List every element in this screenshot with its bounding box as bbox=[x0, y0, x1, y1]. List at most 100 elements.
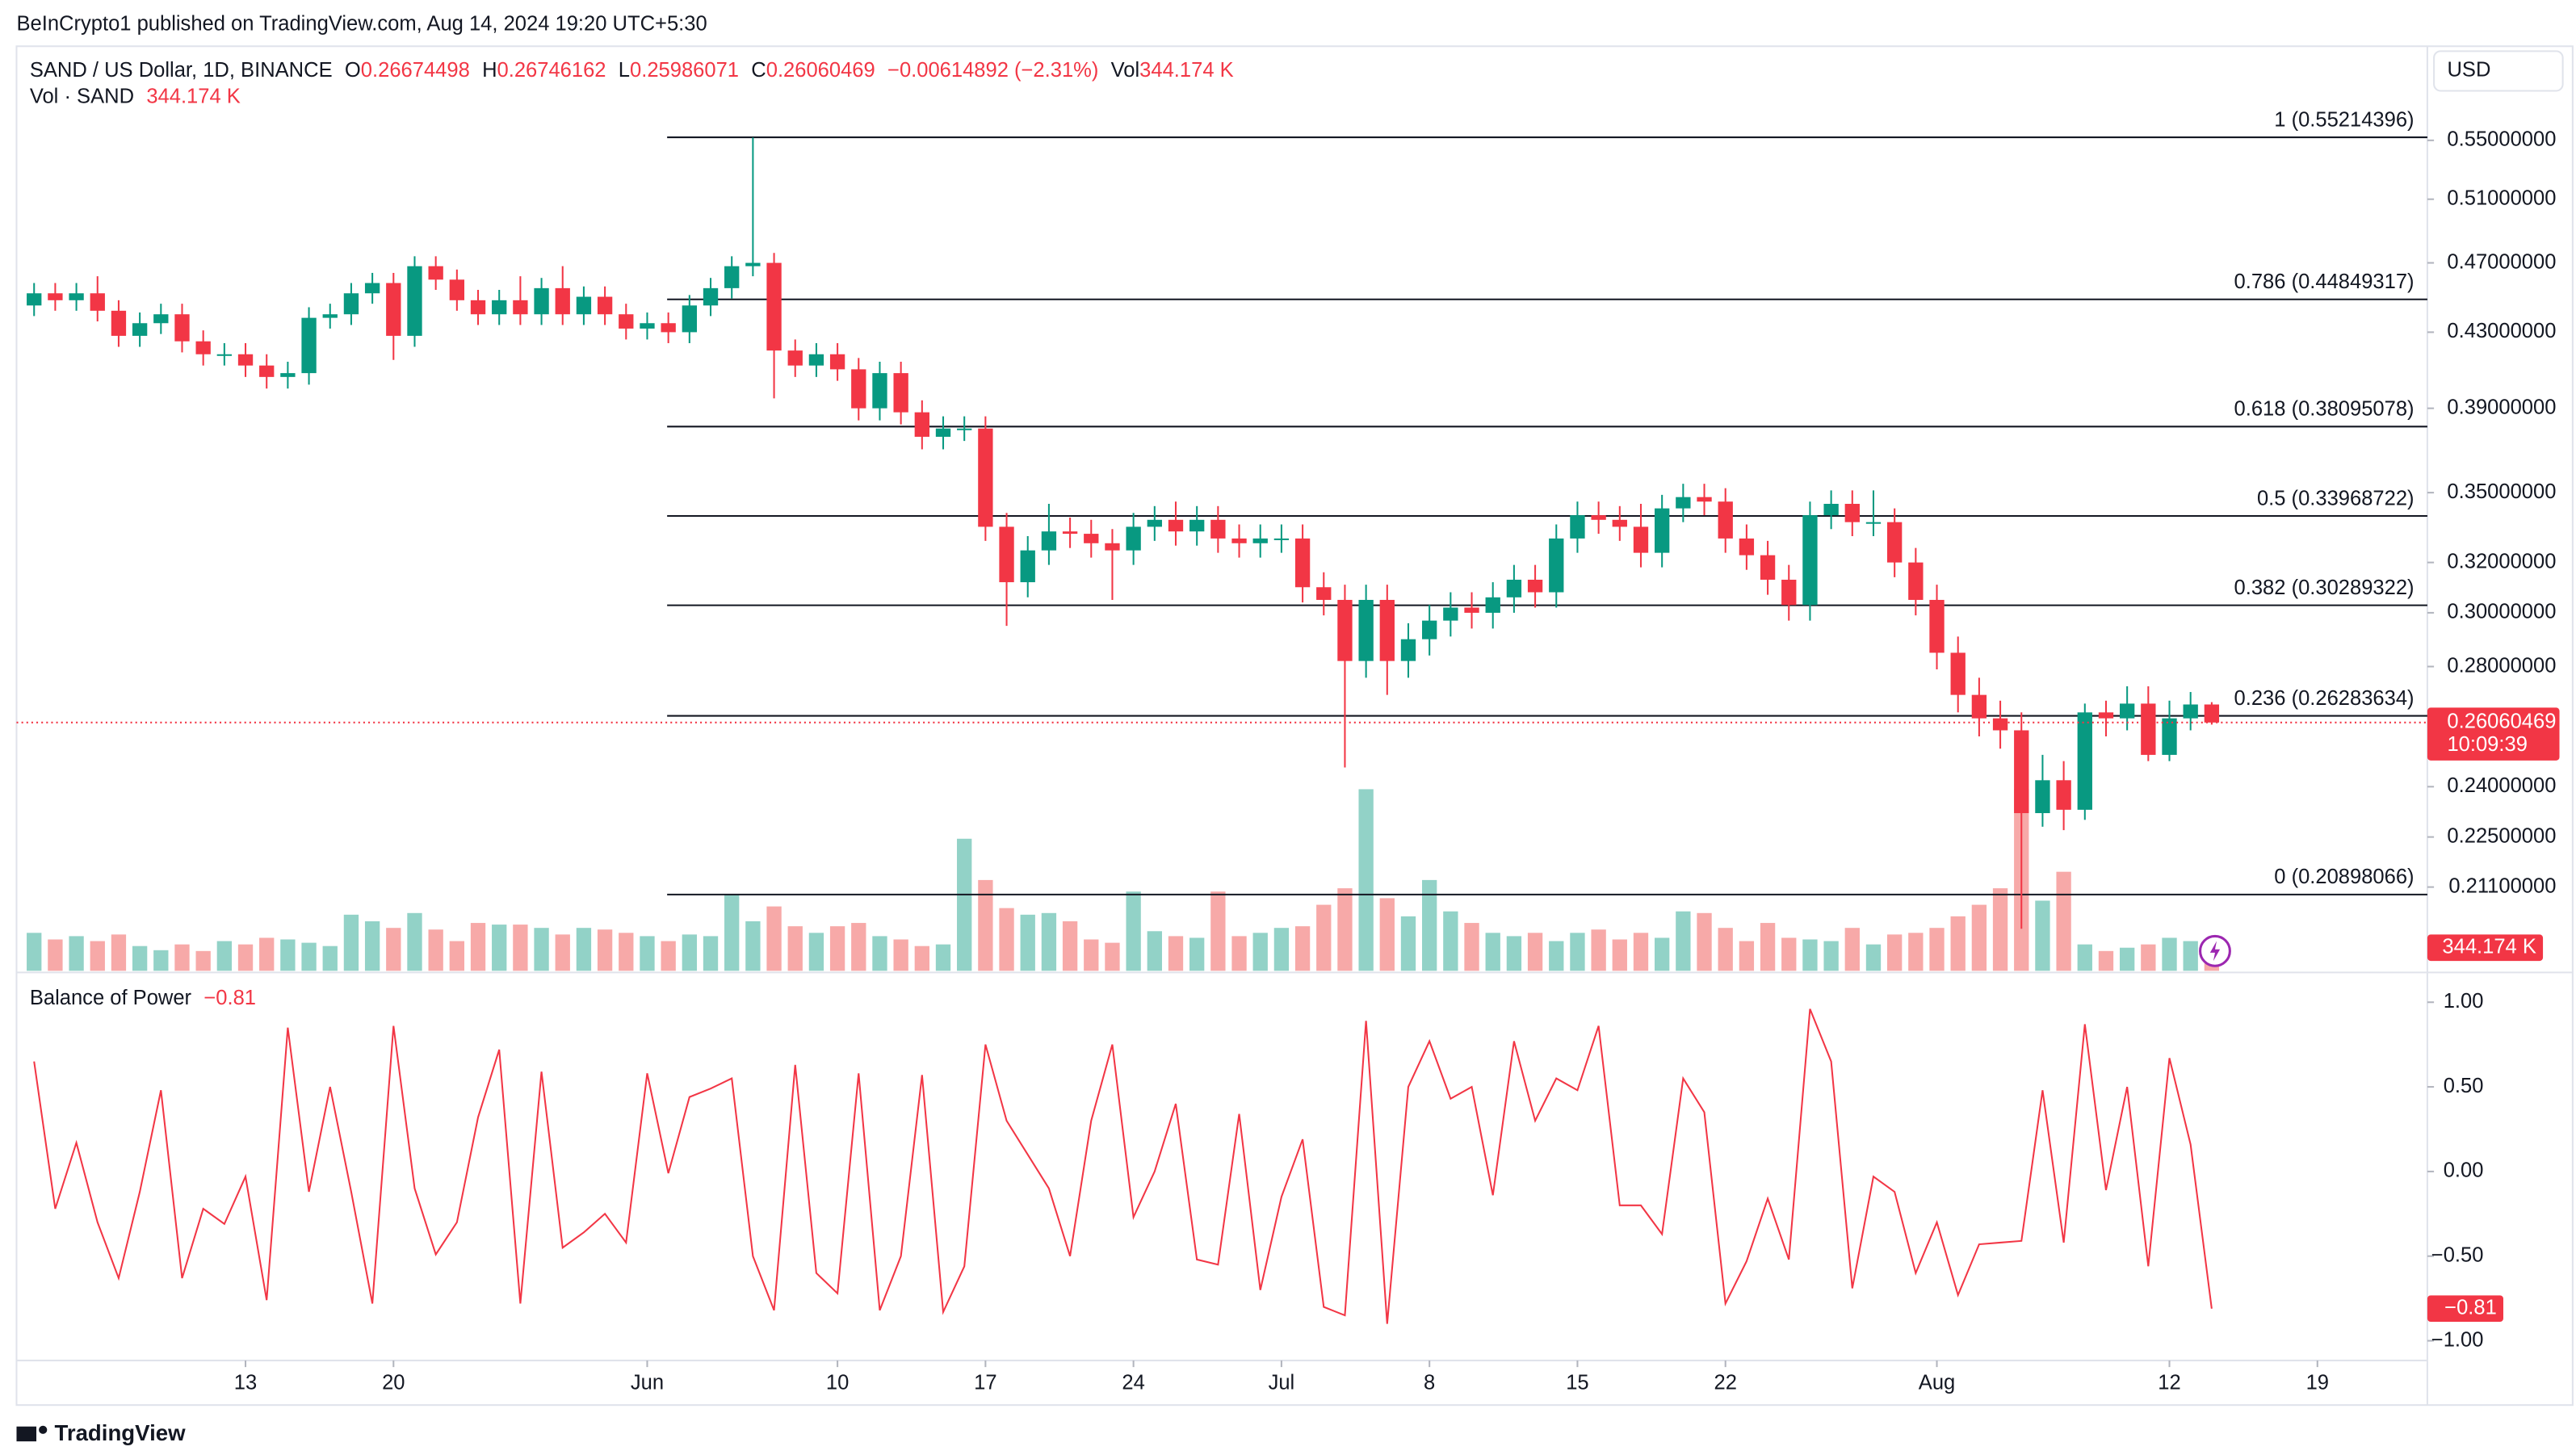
candle-body bbox=[2204, 704, 2220, 723]
volume-bar bbox=[935, 944, 951, 971]
volume-bar bbox=[1168, 936, 1184, 971]
candle-body bbox=[322, 314, 338, 318]
volume-bar bbox=[1527, 933, 1543, 971]
volume-bar bbox=[1189, 937, 1205, 971]
candle-body bbox=[1400, 639, 1416, 661]
volume-bar bbox=[343, 914, 359, 971]
candle-body bbox=[1591, 515, 1606, 520]
candle-body bbox=[1760, 555, 1776, 580]
volume-bar bbox=[872, 936, 887, 971]
x-tick-label: Aug bbox=[1919, 1371, 1955, 1394]
fib-label: 0.5 (0.33968722) bbox=[2257, 487, 2414, 509]
volume-bar bbox=[808, 933, 824, 971]
symbol: SAND / US Dollar, 1D, BINANCE bbox=[30, 59, 333, 82]
candle-body bbox=[1041, 531, 1057, 551]
volume-bar bbox=[1992, 888, 2008, 971]
candle-body bbox=[1379, 599, 1395, 661]
y-tick-label: 0.55000000 bbox=[2447, 128, 2556, 151]
open-value: 0.26674498 bbox=[361, 59, 470, 82]
candle-body bbox=[1950, 652, 1966, 695]
y-tick-label: 0.35000000 bbox=[2447, 480, 2556, 503]
bop-title: Balance of Power bbox=[30, 987, 192, 1009]
volume-series: Vol · SAND bbox=[30, 85, 134, 107]
candle-body bbox=[576, 296, 592, 315]
candle-body bbox=[69, 293, 84, 300]
candle-body bbox=[174, 314, 190, 342]
candle-body bbox=[2162, 718, 2177, 755]
volume-bar bbox=[1781, 937, 1797, 971]
volume-bar bbox=[1570, 933, 1585, 971]
volume-bar bbox=[1950, 916, 1966, 971]
candle-body bbox=[1886, 522, 1903, 563]
candle-body bbox=[872, 373, 887, 409]
fib-label: 1 (0.55214396) bbox=[2274, 108, 2414, 131]
candle-body bbox=[1147, 519, 1162, 527]
volume-bar bbox=[1506, 936, 1522, 971]
volume-bar bbox=[69, 936, 84, 971]
candle-body bbox=[237, 354, 254, 366]
volume-bar bbox=[386, 928, 401, 971]
candle-body bbox=[195, 341, 211, 354]
volume-bar bbox=[1655, 937, 1670, 971]
candle-body bbox=[703, 287, 719, 306]
candle-body bbox=[999, 526, 1014, 583]
currency-button[interactable] bbox=[2433, 50, 2564, 92]
x-tick-label: 15 bbox=[1566, 1371, 1588, 1394]
bop-legend: Balance of Power −0.81 bbox=[30, 987, 256, 1009]
volume-bar bbox=[1802, 939, 1818, 971]
volume-bar bbox=[576, 928, 592, 971]
volume-bar bbox=[301, 942, 317, 971]
volume-bar bbox=[1147, 931, 1162, 971]
volume-bar bbox=[1422, 879, 1437, 971]
volume-bar bbox=[280, 939, 296, 971]
candle-body bbox=[1992, 718, 2008, 731]
fib-label: 0.382 (0.30289322) bbox=[2234, 577, 2414, 599]
volume-bar bbox=[999, 908, 1014, 971]
publish-note: BeInCrypto1 published on TradingView.com… bbox=[16, 12, 707, 35]
volume-bar bbox=[237, 944, 254, 971]
volume-bar bbox=[1443, 911, 1458, 971]
candle-body bbox=[1697, 497, 1712, 502]
candle-body bbox=[619, 314, 634, 329]
candle-body bbox=[428, 266, 443, 280]
volume-bar bbox=[745, 921, 761, 971]
currency[interactable]: USD bbox=[2447, 59, 2490, 82]
volume-bar bbox=[1929, 928, 1945, 971]
candle-body bbox=[132, 323, 148, 336]
candle-body bbox=[745, 262, 761, 266]
x-tick-label: 19 bbox=[2306, 1371, 2329, 1394]
candle-body bbox=[2183, 704, 2198, 719]
last-volume-label: 344.174 K bbox=[2442, 935, 2536, 958]
volume-bar bbox=[111, 934, 127, 971]
volume-bar bbox=[682, 934, 697, 971]
candle-body bbox=[1273, 538, 1290, 540]
candle-body bbox=[111, 310, 127, 336]
volume-bar bbox=[1549, 941, 1564, 971]
candle-body bbox=[1612, 519, 1627, 527]
candle-body bbox=[153, 314, 169, 324]
y-tick-label: 1.00 bbox=[2444, 990, 2484, 1013]
candle-body bbox=[1294, 538, 1311, 588]
change-value: −0.00614892 (−2.31%) bbox=[887, 59, 1098, 82]
volume-bar bbox=[1591, 929, 1606, 971]
volume-bar bbox=[1464, 923, 1479, 971]
volume-bar bbox=[2077, 944, 2092, 971]
candle-body bbox=[1908, 562, 1924, 600]
volume-bar bbox=[1823, 941, 1839, 971]
candle-body bbox=[957, 428, 972, 430]
x-tick-label: 10 bbox=[826, 1371, 849, 1394]
candle-body bbox=[27, 293, 42, 306]
volume-bar bbox=[703, 936, 719, 971]
volume-bar bbox=[1971, 904, 1987, 971]
candle-body bbox=[407, 266, 422, 336]
footer-logo bbox=[16, 1425, 48, 1442]
volume-bar bbox=[1231, 936, 1247, 971]
candle-body bbox=[2035, 780, 2050, 814]
volume-bar bbox=[449, 941, 465, 971]
bop-value: −0.81 bbox=[203, 987, 256, 1009]
candle-body bbox=[1189, 519, 1205, 532]
countdown-label: 10:09:39 bbox=[2447, 733, 2527, 756]
candle-body bbox=[2056, 780, 2071, 810]
